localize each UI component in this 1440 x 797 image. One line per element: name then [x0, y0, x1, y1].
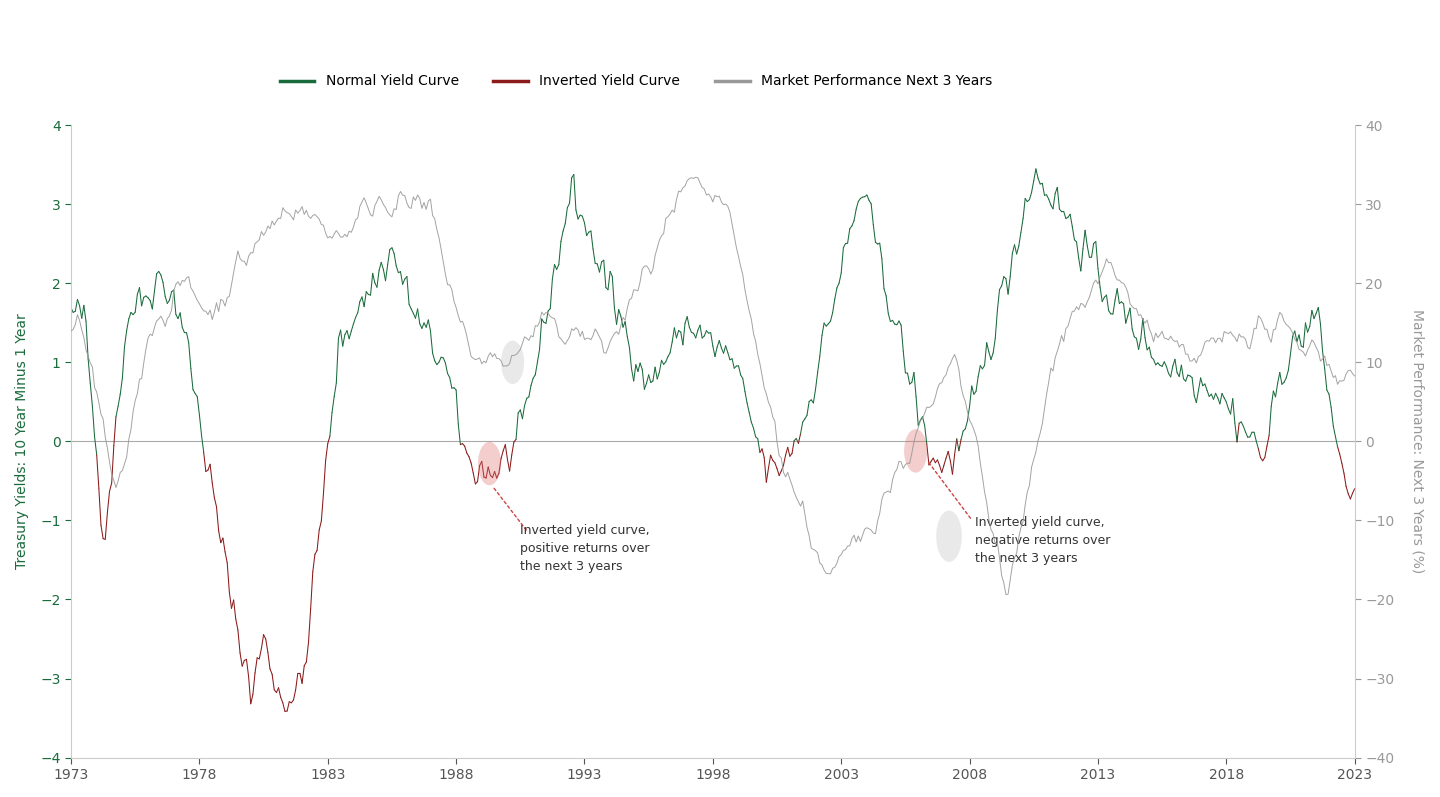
Text: Inverted yield curve,
positive returns over
the next 3 years: Inverted yield curve, positive returns o…: [520, 524, 649, 573]
Ellipse shape: [936, 511, 962, 562]
Y-axis label: Treasury Yields: 10 Year Minus 1 Year: Treasury Yields: 10 Year Minus 1 Year: [14, 313, 29, 569]
Y-axis label: Market Performance: Next 3 Years (%): Market Performance: Next 3 Years (%): [1411, 309, 1426, 574]
Ellipse shape: [501, 340, 524, 384]
Text: Inverted yield curve,
negative returns over
the next 3 years: Inverted yield curve, negative returns o…: [975, 516, 1110, 566]
Ellipse shape: [478, 442, 501, 485]
Legend: Normal Yield Curve, Inverted Yield Curve, Market Performance Next 3 Years: Normal Yield Curve, Inverted Yield Curve…: [274, 69, 998, 94]
Ellipse shape: [904, 429, 927, 473]
